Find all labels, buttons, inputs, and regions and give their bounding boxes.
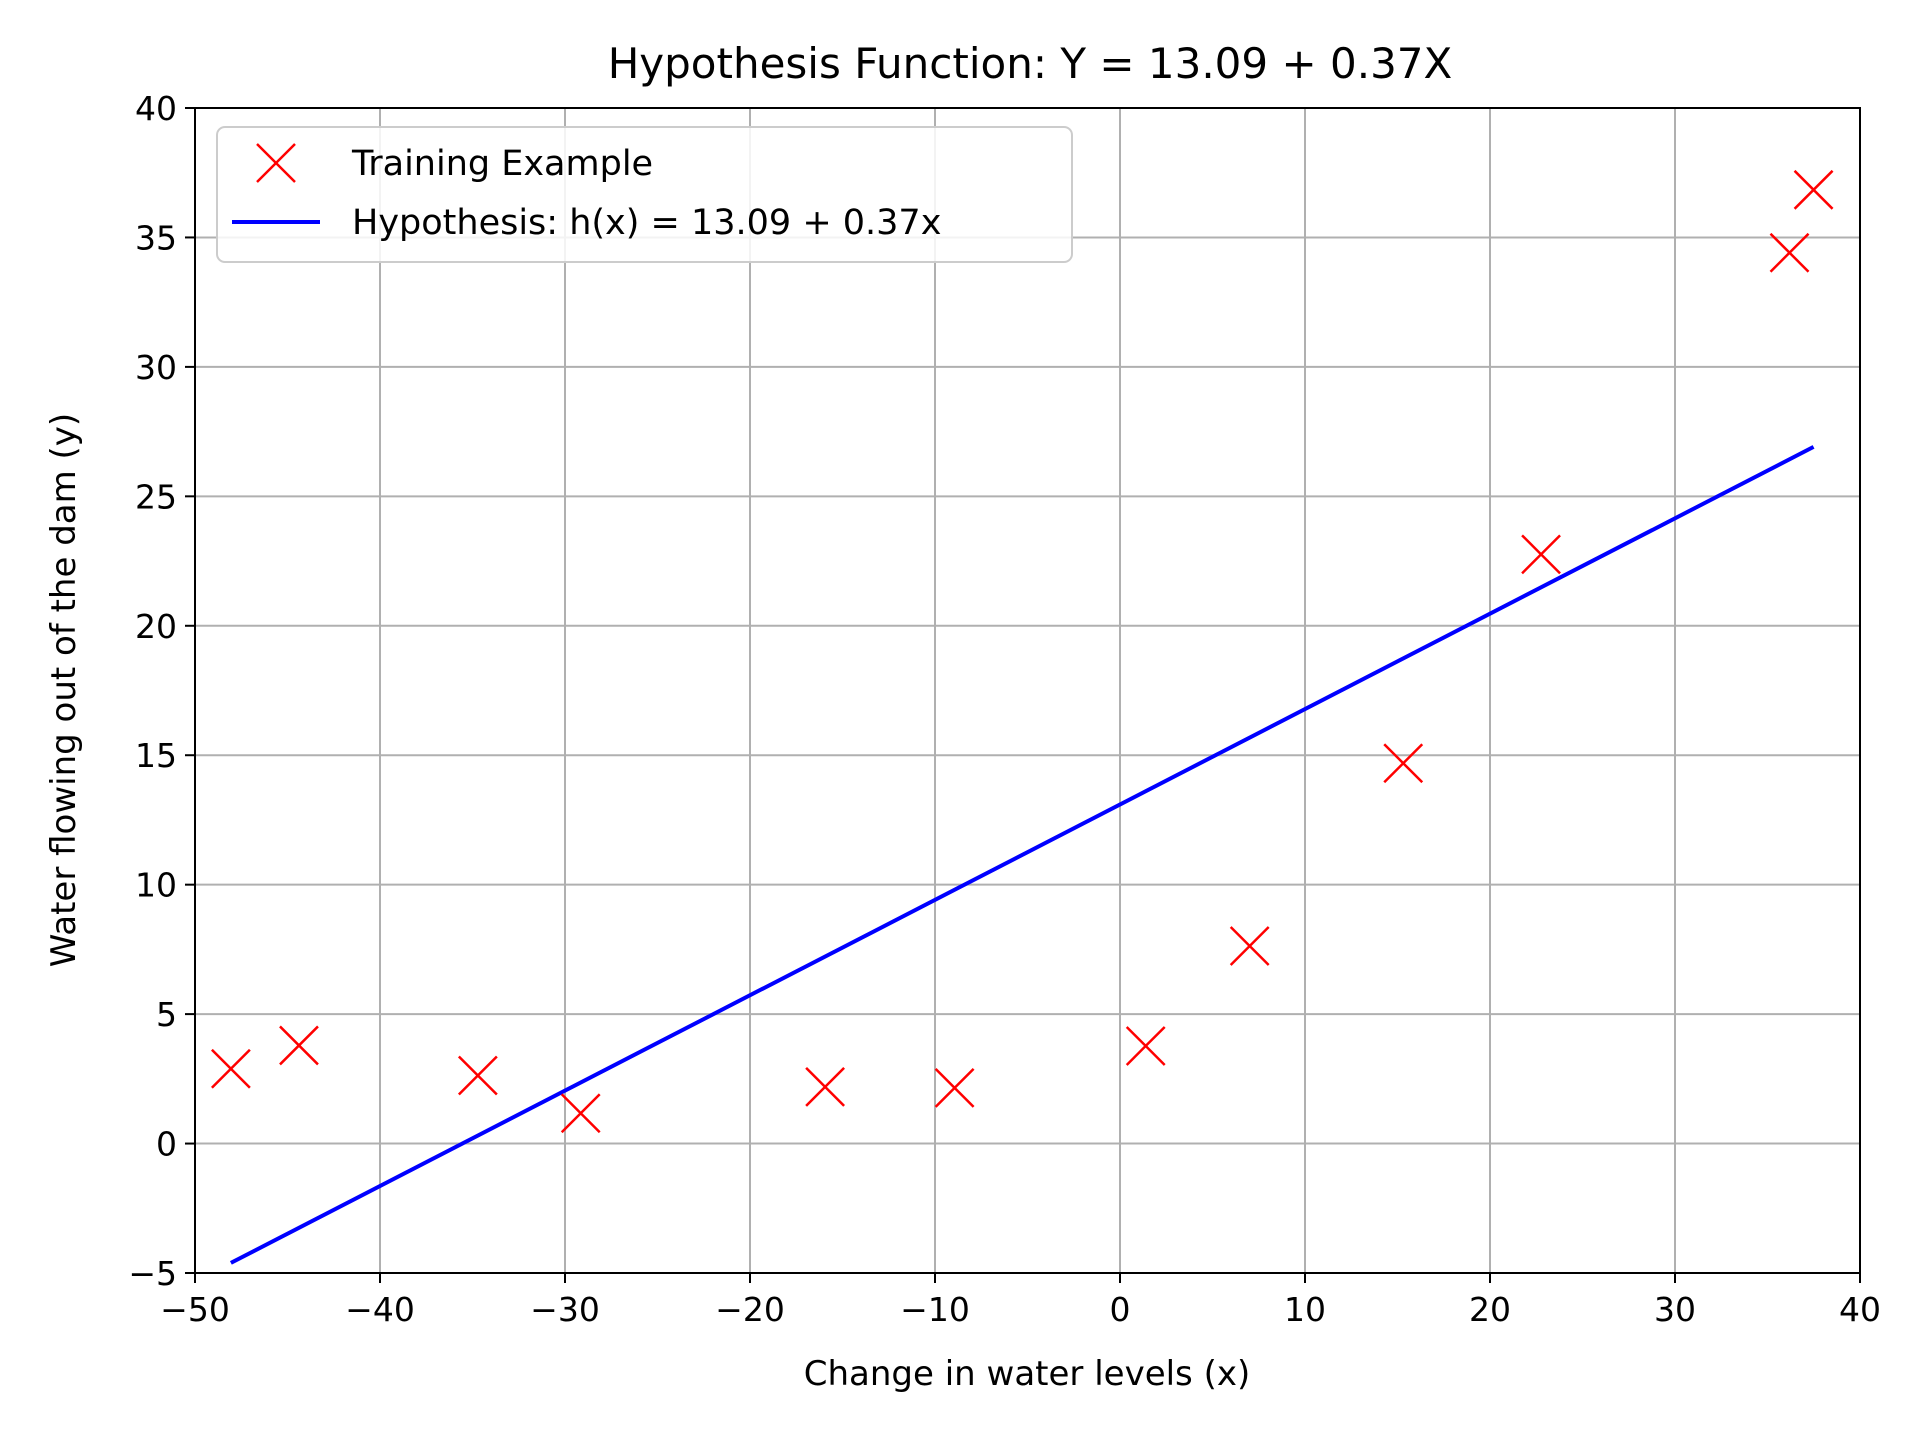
x-tick-label: −20	[715, 1290, 785, 1329]
y-tick-label: 30	[135, 348, 177, 387]
hypothesis-line	[229, 445, 1815, 1265]
training-point	[805, 1066, 845, 1107]
legend-label-hypothesis: Hypothesis: h(x) = 13.09 + 0.37x	[352, 203, 941, 243]
chart-title: Hypothesis Function: Y = 13.09 + 0.37X	[608, 39, 1453, 88]
x-tick-label: 10	[1284, 1290, 1326, 1329]
x-tick-label: −50	[160, 1290, 230, 1329]
x-tick-label: 0	[1110, 1290, 1131, 1329]
y-tick-label: 40	[135, 89, 177, 128]
x-tick-label: 20	[1469, 1290, 1511, 1329]
legend-label-training: Training Example	[351, 144, 653, 184]
y-tick-label: 0	[156, 1125, 177, 1164]
x-tick-label: −10	[900, 1290, 970, 1329]
x-axis-label: Change in water levels (x)	[804, 1354, 1250, 1394]
hypothesis-line-group	[229, 445, 1815, 1265]
training-point	[1229, 926, 1270, 966]
training-point	[1793, 169, 1834, 210]
training-point	[560, 1093, 601, 1134]
training-point	[1125, 1026, 1166, 1066]
y-tick-label: 20	[135, 607, 177, 646]
y-tick-label: 25	[135, 477, 177, 516]
x-tick-label: 40	[1839, 1290, 1881, 1329]
plot-frame	[194, 107, 1861, 1274]
y-tick-label: 35	[135, 218, 177, 257]
x-tick-label: −40	[345, 1290, 415, 1329]
x-tick-label: 30	[1654, 1290, 1696, 1329]
legend-box	[216, 126, 1073, 263]
x-tick-label: −30	[530, 1290, 600, 1329]
legend-marker-training	[256, 143, 296, 183]
training-point	[1521, 534, 1561, 575]
y-tick-label: −5	[128, 1254, 177, 1293]
training-point	[457, 1055, 498, 1096]
y-tick-label: 5	[156, 995, 177, 1034]
legend: Training Example Hypothesis: h(x) = 13.0…	[216, 126, 1073, 263]
y-tick-label: 15	[135, 736, 177, 775]
training-point	[1769, 232, 1810, 273]
x-axis-ticks: −50 −40 −30 −20 −10 0 10 20 30 40	[160, 1273, 1881, 1329]
y-axis-label: Water flowing out of the dam (y)	[44, 413, 84, 967]
training-point	[211, 1048, 251, 1089]
grid-lines	[194, 107, 1861, 1274]
training-point	[934, 1068, 975, 1108]
training-point	[1383, 743, 1424, 784]
training-point	[279, 1025, 319, 1066]
y-tick-label: 10	[135, 866, 177, 905]
y-axis-ticks: −5 0 5 10 15 20 25 30 35 40	[128, 89, 195, 1293]
training-points-group	[211, 169, 1834, 1134]
